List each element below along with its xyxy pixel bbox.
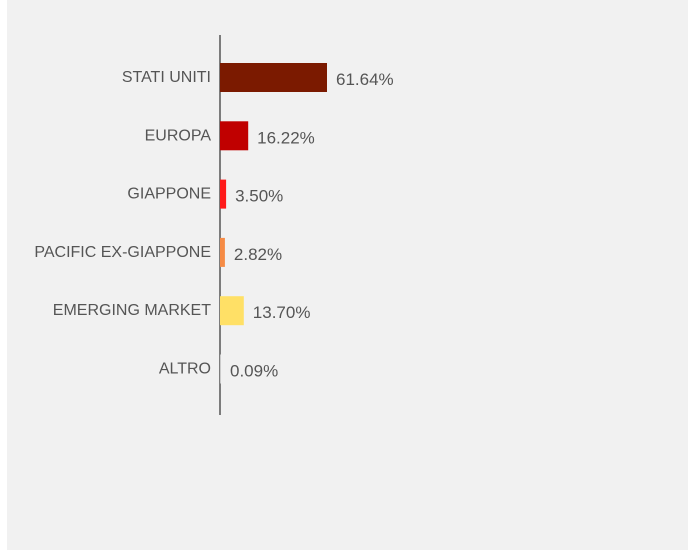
value-label: 2.82% — [234, 245, 282, 264]
bar-stati-uniti — [220, 63, 327, 92]
category-label: EUROPA — [145, 127, 212, 144]
value-label: 61.64% — [336, 70, 394, 89]
bar-europa — [220, 121, 249, 151]
value-label: 3.50% — [235, 187, 283, 206]
chart-panel — [7, 0, 688, 550]
bar-emerging-market — [220, 296, 244, 326]
value-label: 0.09% — [230, 362, 278, 381]
category-label: PACIFIC EX-GIAPPONE — [34, 244, 211, 261]
category-label: STATI UNITI — [122, 69, 211, 86]
category-label: GIAPPONE — [127, 186, 211, 203]
category-label: ALTRO — [159, 361, 211, 378]
value-label: 13.70% — [253, 303, 311, 322]
bar-giappone — [220, 179, 227, 209]
value-label: 16.22% — [257, 128, 315, 147]
category-label: EMERGING MARKET — [53, 302, 211, 319]
bar-pacific-ex-giappone — [220, 237, 225, 267]
bar-altro — [220, 354, 221, 384]
